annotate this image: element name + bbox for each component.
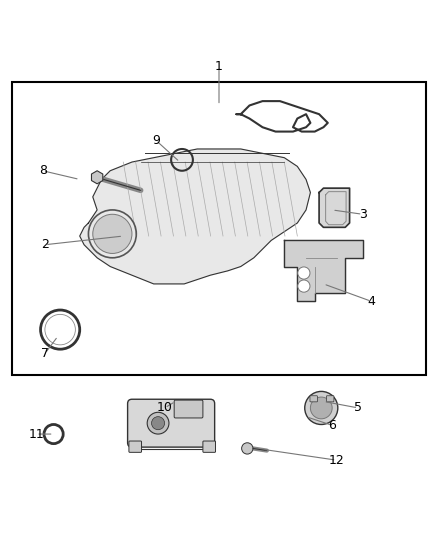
FancyBboxPatch shape xyxy=(203,441,215,453)
FancyBboxPatch shape xyxy=(310,396,318,402)
FancyBboxPatch shape xyxy=(326,396,334,402)
Circle shape xyxy=(311,397,332,419)
FancyBboxPatch shape xyxy=(127,399,215,447)
Text: 10: 10 xyxy=(157,401,173,415)
Text: 12: 12 xyxy=(328,454,344,467)
Circle shape xyxy=(242,443,253,454)
Circle shape xyxy=(93,214,132,254)
Circle shape xyxy=(298,280,310,292)
FancyBboxPatch shape xyxy=(129,441,141,453)
Polygon shape xyxy=(319,188,350,228)
Text: 3: 3 xyxy=(359,208,367,221)
Circle shape xyxy=(305,391,338,424)
Circle shape xyxy=(298,267,310,279)
FancyBboxPatch shape xyxy=(174,400,203,418)
Text: 6: 6 xyxy=(328,419,336,432)
Text: 2: 2 xyxy=(41,238,49,251)
Polygon shape xyxy=(284,240,363,301)
Text: 8: 8 xyxy=(39,164,47,177)
Text: 5: 5 xyxy=(354,401,362,415)
Text: 1: 1 xyxy=(215,60,223,73)
Circle shape xyxy=(147,413,169,434)
Text: 11: 11 xyxy=(28,427,44,441)
Text: 4: 4 xyxy=(367,295,375,308)
Text: 7: 7 xyxy=(41,347,49,360)
Circle shape xyxy=(152,417,165,430)
Text: 9: 9 xyxy=(152,134,160,147)
Polygon shape xyxy=(80,149,311,284)
